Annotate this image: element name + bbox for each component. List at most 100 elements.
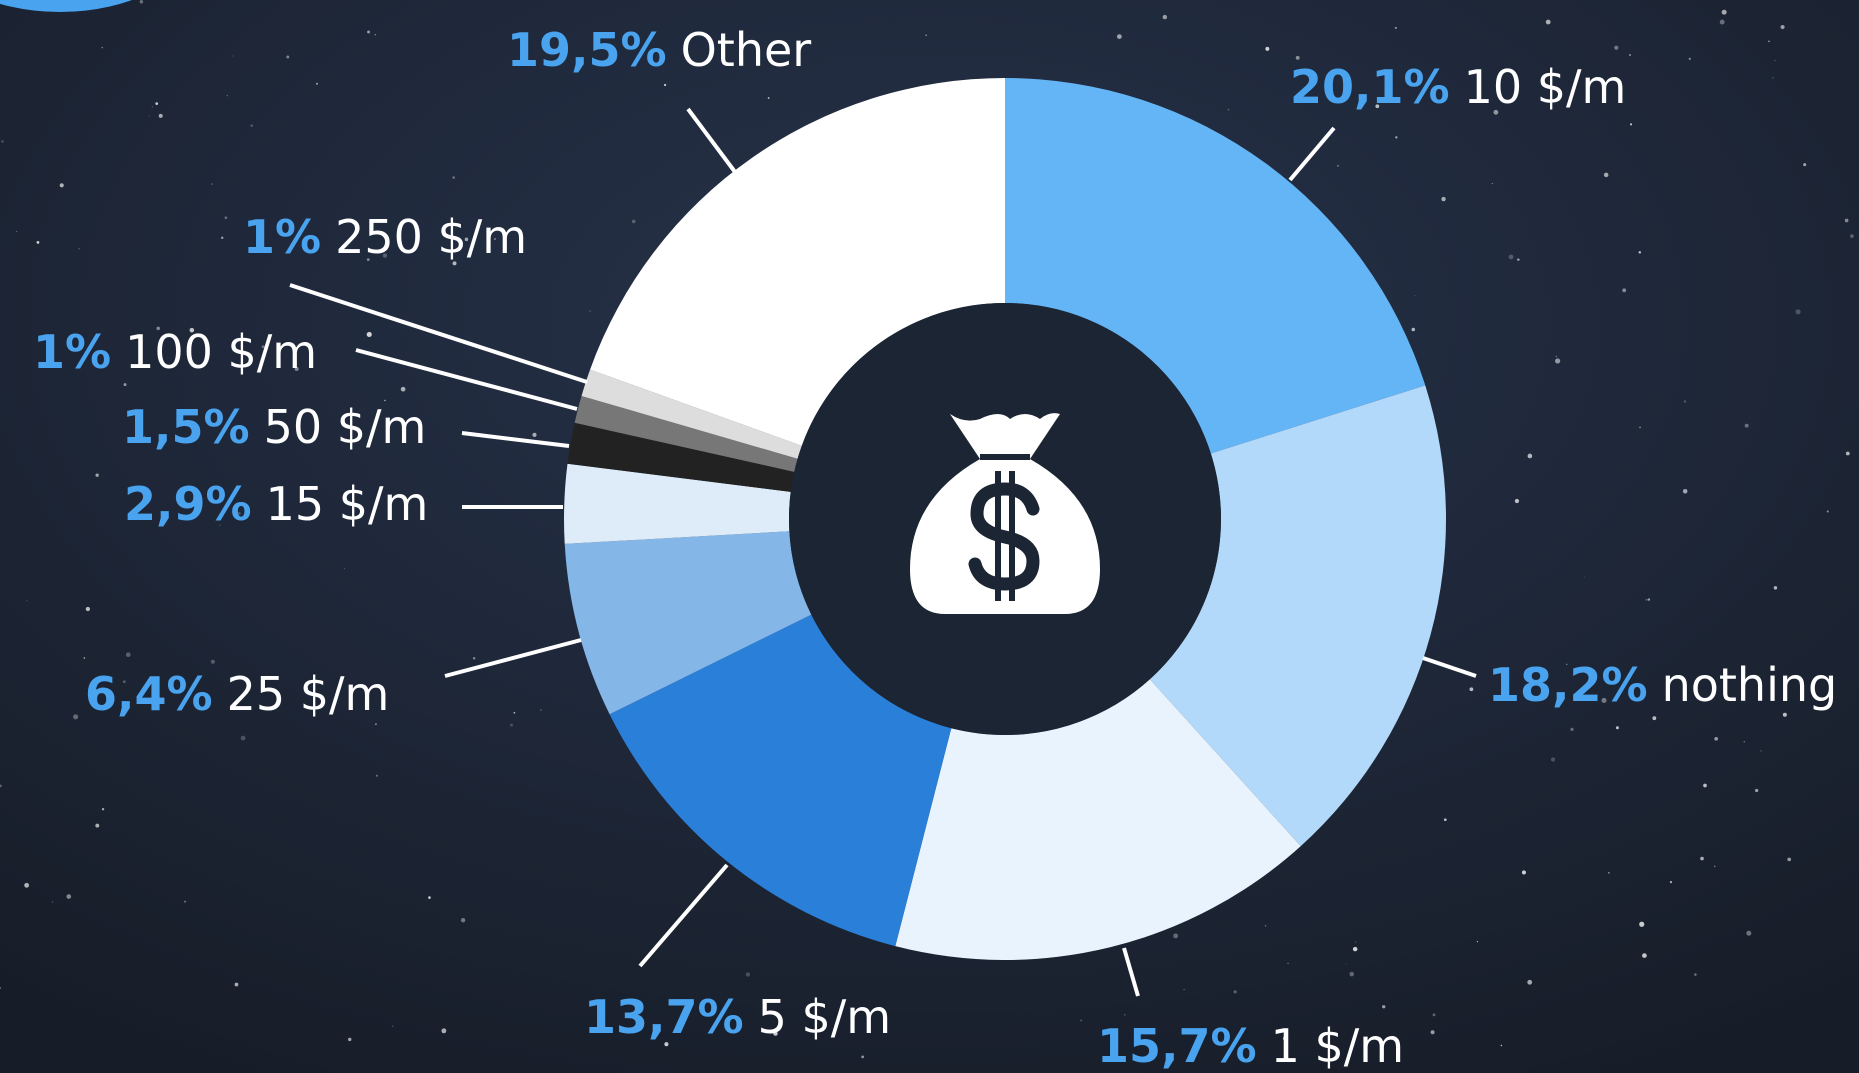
- star: [1772, 77, 1774, 79]
- star: [1441, 196, 1446, 202]
- star: [286, 55, 290, 59]
- star: [392, 1025, 394, 1027]
- star: [532, 432, 537, 437]
- star: [95, 473, 99, 477]
- slice-name: 250 $/m: [335, 210, 527, 264]
- slice-name: 50 $/m: [264, 400, 427, 454]
- star: [400, 386, 406, 392]
- star: [1645, 599, 1648, 601]
- star: [26, 600, 28, 602]
- star: [452, 176, 455, 179]
- star: [226, 95, 228, 97]
- star: [184, 900, 187, 903]
- star: [316, 82, 319, 85]
- leader-line: [461, 431, 570, 448]
- star: [189, 327, 195, 333]
- star: [1773, 586, 1778, 590]
- donut-slice: [564, 531, 812, 715]
- leader-line: [1422, 656, 1477, 678]
- star: [83, 657, 86, 659]
- star: [1688, 57, 1691, 61]
- leader-line: [1122, 947, 1140, 997]
- star: [1411, 327, 1416, 332]
- slice-percent: 6,4%: [85, 667, 213, 721]
- star: [1845, 451, 1850, 456]
- star: [1476, 940, 1479, 943]
- star: [95, 823, 100, 828]
- star: [1570, 727, 1574, 732]
- donut-slice: [609, 614, 952, 947]
- star: [1721, 9, 1727, 15]
- star: [1768, 40, 1770, 43]
- star: [73, 714, 79, 720]
- slice-name: nothing: [1662, 658, 1838, 712]
- star: [1345, 963, 1347, 965]
- star: [1430, 1030, 1435, 1035]
- star: [1375, 104, 1380, 109]
- star: [1233, 990, 1237, 994]
- star: [1746, 930, 1752, 936]
- star: [1700, 856, 1704, 861]
- star: [374, 723, 377, 726]
- star: [224, 216, 228, 220]
- slice-name: 25 $/m: [227, 667, 390, 721]
- star: [631, 219, 636, 224]
- slice-percent: 15,7%: [1097, 1019, 1257, 1073]
- star: [51, 901, 54, 903]
- star: [1583, 576, 1585, 578]
- star: [1527, 453, 1533, 459]
- star: [156, 326, 160, 331]
- star: [122, 680, 126, 684]
- star: [1682, 488, 1688, 494]
- star: [1639, 426, 1641, 429]
- star: [250, 124, 254, 127]
- star: [1355, 941, 1357, 943]
- star: [1629, 123, 1633, 126]
- star: [513, 711, 516, 714]
- star: [1521, 870, 1527, 875]
- star: [1508, 254, 1514, 260]
- star: [494, 238, 496, 240]
- star: [367, 30, 370, 34]
- star: [1714, 736, 1718, 741]
- star: [123, 383, 127, 387]
- donut-slice: [1005, 78, 1426, 454]
- donut-slice: [574, 395, 798, 472]
- star: [464, 237, 469, 242]
- donut-slice: [895, 679, 1301, 960]
- star: [384, 399, 386, 402]
- star: [1550, 757, 1556, 762]
- donut-slice: [590, 78, 1005, 446]
- star: [1647, 598, 1651, 601]
- star: [1469, 687, 1474, 692]
- star: [767, 97, 770, 99]
- leader-line: [1288, 126, 1336, 182]
- star: [1774, 60, 1776, 62]
- slice-percent: 19,5%: [507, 23, 667, 77]
- star: [168, 679, 172, 682]
- donut: [564, 78, 1447, 960]
- star: [1669, 880, 1673, 884]
- star: [1514, 498, 1520, 504]
- star: [1803, 163, 1807, 167]
- star: [1642, 953, 1647, 958]
- star: [1683, 400, 1687, 403]
- star: [210, 183, 213, 185]
- star: [1782, 712, 1787, 717]
- star: [452, 261, 457, 266]
- slice-percent: 1%: [33, 325, 111, 379]
- star: [125, 652, 131, 658]
- star: [101, 808, 105, 811]
- star: [1755, 788, 1759, 793]
- star: [1639, 921, 1645, 927]
- star: [158, 113, 163, 118]
- star: [1787, 857, 1792, 862]
- donut-slice: [581, 369, 802, 459]
- star: [36, 240, 40, 244]
- slice-percent: 13,7%: [584, 990, 744, 1044]
- star: [589, 310, 591, 312]
- star: [773, 1031, 778, 1036]
- star: [1844, 218, 1849, 223]
- slice-name: 10 $/m: [1464, 60, 1627, 114]
- star: [382, 253, 388, 258]
